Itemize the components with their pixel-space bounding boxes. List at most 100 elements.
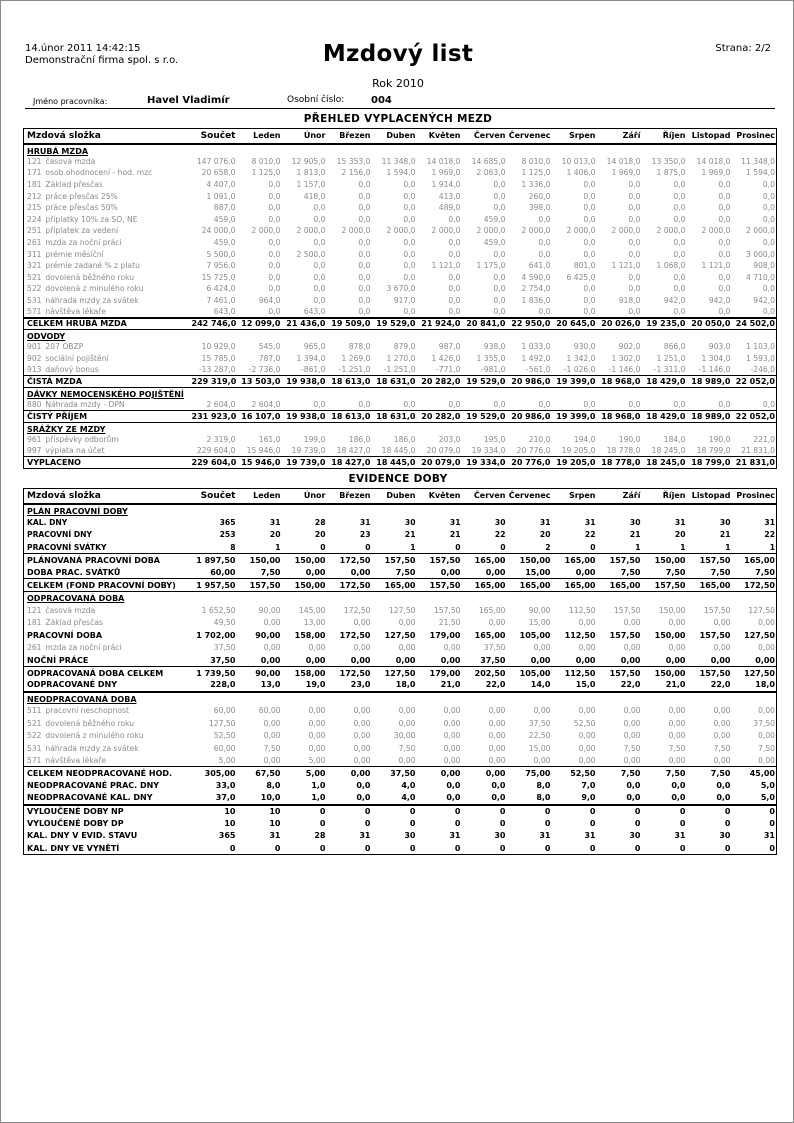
cell-total: 459,0 [213, 237, 236, 247]
table-row: 171 osob.ohodnocení - hod. mzc 20 658,0 1 … [24, 167, 777, 179]
cell-month: 157,50 [416, 578, 462, 592]
cell-month: 19 334,0 [461, 456, 507, 469]
cell-month: 28 [314, 831, 326, 841]
cell-total: 643,0 [213, 307, 236, 317]
cell-total: 1 091,0 [206, 191, 236, 201]
cell-month: 157,50 [613, 605, 641, 615]
cell-month: 398,0 [528, 203, 551, 213]
cell-month: 0,0 [268, 237, 281, 247]
cell-month: 0,00 [758, 706, 775, 716]
cell-month: 0,00 [578, 706, 596, 716]
cell-total: 7 461,0 [206, 295, 236, 305]
cell-month: 0,0 [762, 191, 775, 201]
cell-month: 1,0 [311, 781, 326, 791]
cell-month: 545,0 [258, 342, 281, 352]
cell-month: 18,0 [371, 679, 417, 693]
cell-month: 7,50 [686, 766, 732, 780]
cell-month: 0,0 [583, 237, 596, 247]
cell-month: 15,00 [525, 567, 551, 577]
cell-month: 21 [449, 530, 461, 540]
cell-month: 30,00 [393, 731, 416, 741]
item-label: Základ přesčas [45, 179, 103, 189]
cell-month: 31 [764, 517, 775, 527]
cell-month: 942,0 [708, 295, 731, 305]
table-row: VYPLACENO 229 604,0 15 946,0 19 739,0 18 427… [23, 456, 777, 469]
cell-month: 0,0 [358, 295, 371, 305]
cell-month: 0,0 [628, 400, 641, 410]
table-row: NEODPRACOVANÉ PRAC. DNY 33,0 8,0 1,0 0,0 4,0 0… [24, 780, 777, 793]
cell-month: 0 [365, 542, 371, 552]
item-label: příplatek za vedení [45, 226, 119, 236]
item-code: 531 [27, 295, 42, 305]
cell-month: 31 [584, 517, 596, 527]
cell-month: 0,00 [533, 755, 551, 765]
item-label: DOBA PRAC. SVÁTKŮ [27, 567, 121, 577]
cell-month: 1 270,0 [386, 353, 416, 363]
cell-month: 21,50 [438, 618, 461, 628]
cell-month: 965,0 [303, 342, 326, 352]
cell-month: 4 590,0 [521, 272, 551, 282]
cell-month: 18 778,0 [606, 446, 641, 456]
cell-month: 145,00 [298, 605, 326, 615]
cell-month: 0,0 [628, 191, 641, 201]
cell-month: 7,50 [263, 743, 281, 753]
cell-month: 0 [596, 803, 642, 818]
row-label: PLÁNOVANÁ PRACOVNÍ DOBA [23, 553, 192, 567]
table-row: 215 práce přesčas 50% 887,0 0,0 0,0 0,0 0,0 48… [24, 202, 777, 214]
table-row: CELKEM (FOND PRACOVNÍ DOBY) 1 957,50 157,5… [23, 578, 777, 592]
cell-month: 0,00 [353, 643, 371, 653]
cell-month: 20 050,0 [686, 316, 732, 330]
cell-month: 1 125,0 [251, 168, 281, 178]
column-header: Duben [371, 128, 417, 145]
cell-month: 19 334,0 [471, 446, 506, 456]
cell-month: 0,0 [403, 191, 416, 201]
column-header: Součet [191, 488, 237, 505]
row-label: VYLOUČENÉ DOBY DP [24, 817, 192, 830]
cell-month: 31 [763, 831, 775, 841]
cell-month: 0,00 [353, 731, 371, 741]
cell-month: 0 [409, 818, 416, 828]
cell-month: 0,0 [491, 781, 506, 791]
row-label: 902 sociální pojištění [24, 353, 192, 365]
cell-month: 0,00 [398, 706, 416, 716]
cell-month: 22 [584, 530, 596, 540]
cell-month: 1 969,0 [611, 168, 641, 178]
cell-month: 987,0 [438, 342, 461, 352]
cell-month: 0,0 [538, 249, 551, 259]
cell-month: 413,0 [438, 191, 461, 201]
cell-month: 0,0 [403, 237, 416, 247]
row-label: CELKEM (FOND PRACOVNÍ DOBY) [23, 578, 192, 592]
cell-month: 18 968,0 [596, 375, 642, 388]
employee-label: Jméno pracovníka: [33, 97, 108, 106]
cell-month: 0,0 [358, 214, 371, 224]
cell-month: 0,00 [461, 766, 507, 780]
cell-month: 15 946,0 [236, 456, 282, 469]
page-number: Strana: 2/2 [715, 43, 771, 54]
row-label: 961 příspěvky odborům [24, 434, 192, 446]
cell-month: 1 426,0 [431, 353, 461, 363]
row-label: 121 časová mzda [24, 156, 192, 168]
cell-month: 165,00 [731, 553, 777, 567]
cell-month: 0 [319, 843, 326, 853]
cell-month: 30 [494, 831, 506, 841]
cell-month: 0,0 [493, 203, 506, 213]
row-label: 311 prémie měsíční [24, 248, 192, 260]
cell-month: 165,00 [551, 553, 597, 567]
cell-month: 0,00 [758, 618, 775, 628]
cell-month: 2 000,0 [386, 226, 416, 236]
cell-month: 0,00 [758, 755, 775, 765]
cell-month: 19 529,0 [461, 410, 507, 423]
section-header: ODVODY [27, 331, 66, 341]
cell-month: -1 251,0 [338, 365, 371, 375]
cell-month: 0,00 [710, 655, 731, 665]
cell-month: 0 [679, 843, 686, 853]
cell-total: 228,0 [191, 679, 237, 693]
cell-month: 7,50 [623, 743, 641, 753]
cell-month: 0,00 [488, 731, 506, 741]
table-row: PRACOVNÍ DNY 253 20 20 23 21 21 22 20 22 21 20 21 22 [24, 529, 777, 542]
table-row: ČISTÝ PŘÍJEM 231 923,0 16 107,0 19 938,0 18 … [23, 410, 777, 423]
cell-month: 0,0 [762, 237, 775, 247]
row-label: DOBA PRAC. SVÁTKŮ [24, 566, 192, 579]
cell-month: 22 [764, 530, 775, 540]
table-row: PRACOVNÍ DOBA 1 702,00 90,00 158,00 172,50 12… [24, 629, 777, 642]
